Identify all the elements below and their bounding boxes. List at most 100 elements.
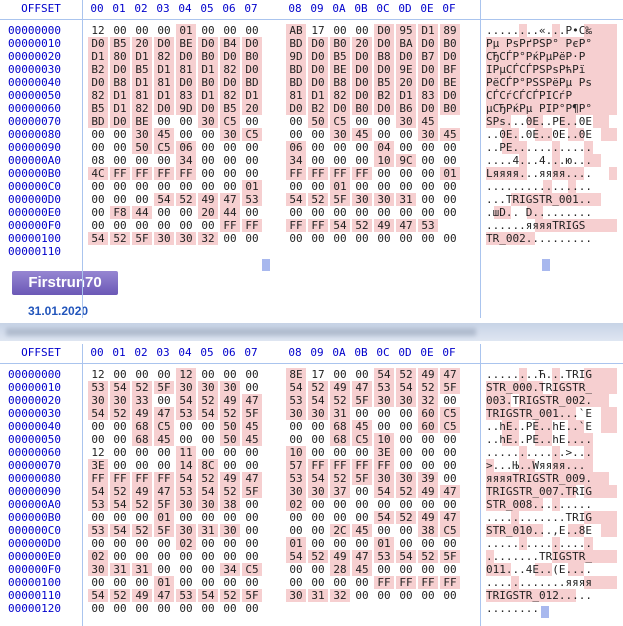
hex-byte[interactable]: FF xyxy=(110,472,130,485)
hex-byte[interactable]: 47 xyxy=(242,394,262,407)
hex-byte[interactable]: D0 xyxy=(352,50,372,63)
hex-byte[interactable]: 00 xyxy=(91,576,105,589)
hex-byte[interactable]: BD xyxy=(286,37,306,50)
hex-byte[interactable]: 00 xyxy=(311,498,325,511)
hex-byte[interactable]: 00 xyxy=(91,128,105,141)
hex-byte[interactable]: D0 xyxy=(154,102,174,115)
ascii-text[interactable]: STR_008......... xyxy=(486,498,618,511)
hex-byte[interactable]: 53 xyxy=(286,394,306,407)
hex-byte[interactable]: 00 xyxy=(355,446,369,459)
hex-byte[interactable]: 00 xyxy=(333,141,347,154)
hex-byte[interactable]: 00 xyxy=(443,394,457,407)
hex-byte[interactable]: 45 xyxy=(352,420,372,433)
hex-byte[interactable]: D0 xyxy=(374,24,394,37)
hex-byte[interactable]: 01 xyxy=(286,537,306,550)
ascii-text[interactable]: TRIGSTR_012..... xyxy=(486,589,618,602)
hex-byte[interactable]: C5 xyxy=(154,141,174,154)
hex-byte[interactable]: 9E xyxy=(396,63,416,76)
hex-byte[interactable]: 00 xyxy=(223,154,237,167)
hex-byte[interactable]: 00 xyxy=(245,368,259,381)
hex-byte[interactable]: 54 xyxy=(396,550,416,563)
hex-byte[interactable]: 01 xyxy=(242,180,262,193)
hex-byte[interactable]: 54 xyxy=(374,485,394,498)
hex-byte[interactable]: 00 xyxy=(421,141,435,154)
hex-byte[interactable]: 00 xyxy=(399,433,413,446)
ascii-text[interactable]: TRIGSTR_007.TRIG xyxy=(486,485,618,498)
hex-byte[interactable]: B8 xyxy=(374,50,394,63)
hex-byte[interactable]: 00 xyxy=(135,180,149,193)
hex-byte[interactable]: 45 xyxy=(352,524,372,537)
hex-byte[interactable]: 50 xyxy=(220,433,240,446)
hex-byte[interactable]: C5 xyxy=(330,115,350,128)
hex-byte[interactable]: D1 xyxy=(110,102,130,115)
hex-byte[interactable]: 30 xyxy=(132,128,152,141)
hex-byte[interactable]: 00 xyxy=(157,602,171,615)
hex-byte[interactable]: 5F xyxy=(330,193,350,206)
ascii-text[interactable]: ..PE............ xyxy=(486,141,618,154)
hex-byte[interactable]: 9C xyxy=(396,154,416,167)
hex-byte[interactable]: 68 xyxy=(132,420,152,433)
hex-byte[interactable]: 14 xyxy=(176,459,196,472)
hex-byte[interactable]: 00 xyxy=(157,459,171,472)
hex-byte[interactable]: 52 xyxy=(132,498,152,511)
hex-byte[interactable]: 00 xyxy=(311,141,325,154)
hex-byte[interactable]: 52 xyxy=(352,219,372,232)
hex-byte[interactable]: 00 xyxy=(245,537,259,550)
hex-byte[interactable]: 00 xyxy=(113,550,127,563)
hex-byte[interactable]: 00 xyxy=(333,368,347,381)
hex-byte[interactable]: 52 xyxy=(198,394,218,407)
hex-byte[interactable]: 52 xyxy=(330,394,350,407)
hex-byte[interactable]: 00 xyxy=(311,420,325,433)
ascii-text[interactable] xyxy=(486,245,618,258)
hex-byte[interactable]: 31 xyxy=(132,563,152,576)
hex-byte[interactable]: 81 xyxy=(286,89,306,102)
hex-byte[interactable]: 53 xyxy=(374,381,394,394)
hex-byte[interactable]: 5F xyxy=(440,550,460,563)
hex-byte[interactable]: 68 xyxy=(132,433,152,446)
hex-byte[interactable]: 81 xyxy=(176,63,196,76)
hex-byte[interactable]: 00 xyxy=(245,206,259,219)
hex-byte[interactable]: FF xyxy=(308,459,328,472)
hex-byte[interactable]: 32 xyxy=(198,232,218,245)
hex-byte[interactable]: BE xyxy=(132,115,152,128)
hex-byte[interactable]: 00 xyxy=(157,446,171,459)
hex-byte[interactable]: D0 xyxy=(154,37,174,50)
hex-byte[interactable]: 00 xyxy=(245,602,259,615)
hex-byte[interactable]: 00 xyxy=(201,537,215,550)
ascii-text[interactable]: РёСЃР°РЅЅРёРµ Рѕ xyxy=(486,76,618,89)
hex-byte[interactable]: FF xyxy=(88,472,108,485)
hex-byte[interactable]: 00 xyxy=(377,589,391,602)
hex-byte[interactable]: 49 xyxy=(418,511,438,524)
hex-byte[interactable]: 11 xyxy=(176,446,196,459)
ascii-text[interactable]: >...Њ..Wяяяя... xyxy=(486,459,618,472)
hex-byte[interactable]: C5 xyxy=(220,115,240,128)
hex-byte[interactable]: 00 xyxy=(311,232,325,245)
hex-byte[interactable]: 00 xyxy=(135,576,149,589)
hex-byte[interactable]: 00 xyxy=(399,589,413,602)
hex-byte[interactable]: 12 xyxy=(91,368,105,381)
hex-byte[interactable]: 00 xyxy=(311,563,325,576)
hex-byte[interactable]: 47 xyxy=(396,219,416,232)
hex-byte[interactable]: 49 xyxy=(198,193,218,206)
hex-byte[interactable]: 00 xyxy=(333,206,347,219)
hex-byte[interactable]: 00 xyxy=(201,576,215,589)
hex-byte[interactable]: 00 xyxy=(421,498,435,511)
hex-byte[interactable]: 00 xyxy=(289,433,303,446)
hex-byte[interactable]: 34 xyxy=(220,563,240,576)
hex-byte[interactable]: 00 xyxy=(245,524,259,537)
hex-byte[interactable]: D0 xyxy=(242,63,262,76)
hex-byte[interactable]: 00 xyxy=(399,167,413,180)
hex-byte[interactable]: 47 xyxy=(352,381,372,394)
hex-byte[interactable]: D1 xyxy=(154,89,174,102)
hex-byte[interactable]: 00 xyxy=(91,511,105,524)
hex-byte[interactable]: 30 xyxy=(374,193,394,206)
ascii-text[interactable]: ............яяяя xyxy=(486,576,618,589)
hex-byte[interactable]: 82 xyxy=(154,50,174,63)
hex-byte[interactable]: D0 xyxy=(110,63,130,76)
hex-byte[interactable]: D1 xyxy=(198,89,218,102)
hex-byte[interactable]: 00 xyxy=(91,219,105,232)
hex-byte[interactable]: 00 xyxy=(355,589,369,602)
hex-byte[interactable]: 00 xyxy=(223,141,237,154)
hex-byte[interactable]: 00 xyxy=(179,602,193,615)
hex-byte[interactable]: FF xyxy=(418,576,438,589)
